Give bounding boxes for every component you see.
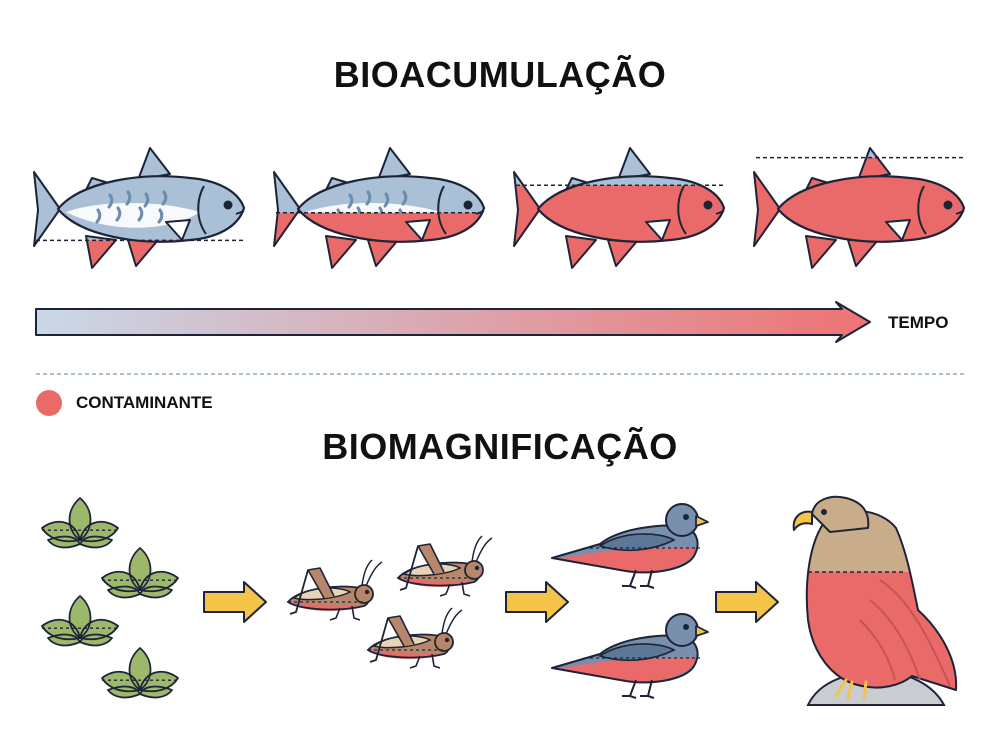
fish [753, 147, 966, 269]
bioaccumulation-title: BIOACUMULAÇÃO [333, 54, 667, 95]
plants-group [41, 497, 179, 699]
grasshopper [286, 559, 383, 621]
time-axis-label: TEMPO [888, 313, 949, 332]
flow-arrow [203, 581, 267, 623]
fish [273, 147, 486, 269]
time-arrow [35, 301, 871, 343]
bird [551, 613, 709, 699]
fish [33, 147, 246, 269]
eagle-group [792, 495, 958, 706]
legend: CONTAMINANTE [36, 390, 213, 416]
flow-arrow [505, 581, 569, 623]
grasshoppers-group [286, 535, 493, 669]
flow-arrows [203, 581, 779, 623]
fish [513, 147, 726, 269]
grasshopper [366, 607, 463, 669]
plant [101, 547, 179, 599]
plant [101, 647, 179, 699]
bird [551, 503, 709, 589]
plant [41, 595, 119, 647]
grasshopper [396, 535, 493, 597]
legend-label: CONTAMINANTE [76, 393, 213, 412]
biomagnification-title: BIOMAGNIFICAÇÃO [322, 426, 678, 467]
plant [41, 497, 119, 549]
flow-arrow [715, 581, 779, 623]
eagle [792, 495, 958, 706]
contaminant-swatch [36, 390, 62, 416]
fish-sequence [33, 147, 966, 269]
birds-group [551, 503, 709, 699]
